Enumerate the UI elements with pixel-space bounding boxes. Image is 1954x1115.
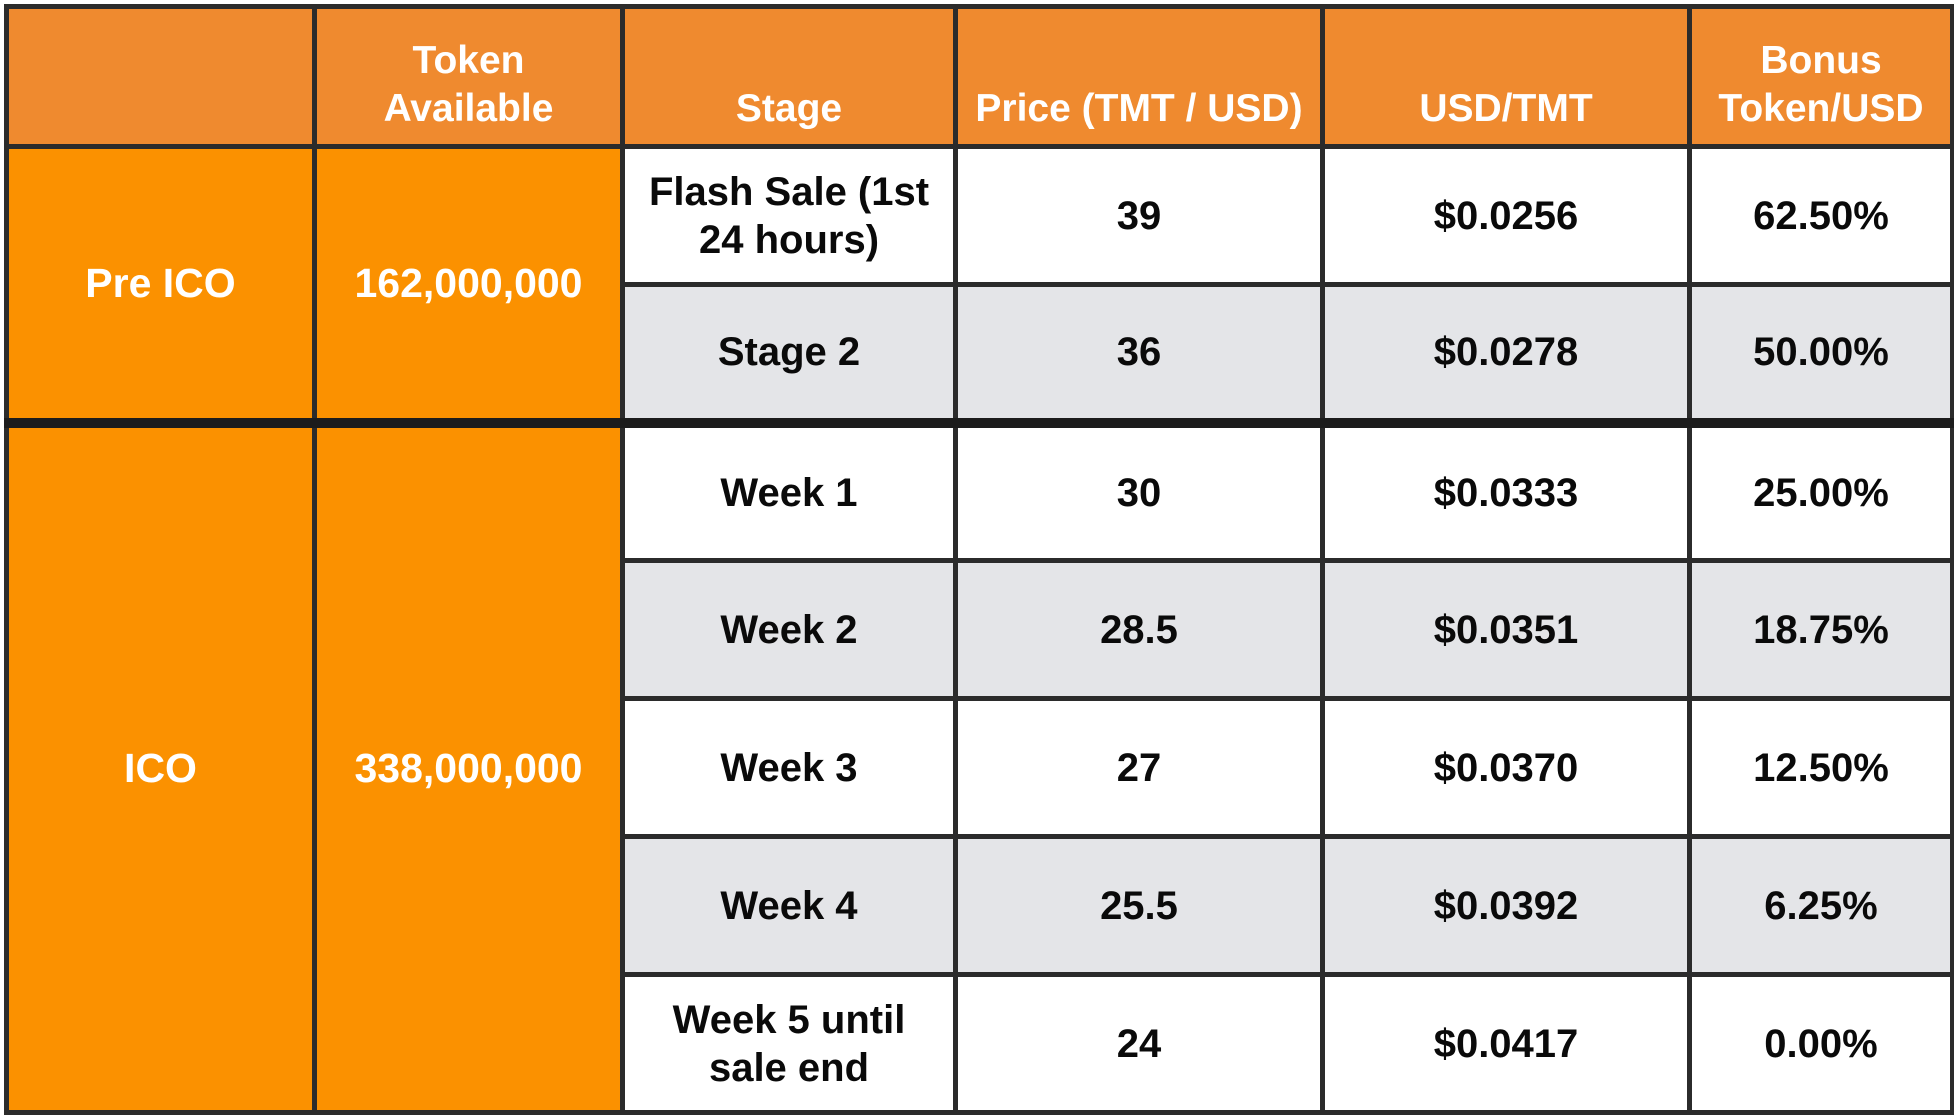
- table-row: Pre ICO 162,000,000 Flash Sale (1st 24 h…: [4, 144, 1954, 425]
- header-usd-tmt: USD/TMT: [1320, 4, 1692, 149]
- header-phase: [4, 4, 317, 149]
- price-cell: 27: [953, 696, 1325, 839]
- stage-cell: Week 3: [620, 696, 958, 839]
- price-cell: 30: [953, 417, 1325, 563]
- usd-cell: $0.0278: [1320, 282, 1692, 425]
- bonus-cell: 0.00%: [1687, 972, 1954, 1115]
- header-row: Token Available Stage Price (TMT / USD) …: [4, 4, 1954, 149]
- usd-cell: $0.0333: [1320, 417, 1692, 563]
- bonus-cell: 6.25%: [1687, 834, 1954, 977]
- bonus-cell: 50.00%: [1687, 282, 1954, 425]
- stage-cell: Week 1: [620, 417, 958, 563]
- table-row: Week 3 27 $0.0370 12.50%: [7, 696, 1954, 839]
- stage-cell: Week 2: [620, 558, 958, 701]
- table-row: Week 2 28.5 $0.0351 18.75%: [7, 558, 1954, 701]
- stage-cell: Week 4: [620, 834, 958, 977]
- phase-tokens-ico: 338,000,000: [312, 417, 625, 1115]
- ico-pricing-table: Token Available Stage Price (TMT / USD) …: [4, 4, 1954, 1115]
- header-stage: Stage: [620, 4, 958, 149]
- header-token-available: Token Available: [312, 4, 625, 149]
- price-cell: 39: [953, 144, 1325, 287]
- price-cell: 28.5: [953, 558, 1325, 701]
- table-row: ICO 338,000,000 Week 1 30 $0.0333 25.00%: [4, 417, 1954, 1115]
- bonus-cell: 62.50%: [1687, 144, 1954, 287]
- table-row: Stage 2 36 $0.0278 50.00%: [7, 282, 1954, 425]
- stage-cell: Week 5 until sale end: [620, 972, 958, 1115]
- usd-cell: $0.0256: [1320, 144, 1692, 287]
- bonus-cell: 25.00%: [1687, 417, 1954, 563]
- price-cell: 36: [953, 282, 1325, 425]
- usd-cell: $0.0417: [1320, 972, 1692, 1115]
- stage-cell: Stage 2: [620, 282, 958, 425]
- table-row: Week 5 until sale end 24 $0.0417 0.00%: [7, 972, 1954, 1115]
- usd-cell: $0.0392: [1320, 834, 1692, 977]
- usd-cell: $0.0351: [1320, 558, 1692, 701]
- phase-name-ico: ICO: [4, 417, 317, 1115]
- stage-cell: Flash Sale (1st 24 hours): [620, 144, 958, 287]
- table-row: Week 4 25.5 $0.0392 6.25%: [7, 834, 1954, 977]
- usd-cell: $0.0370: [1320, 696, 1692, 839]
- bonus-cell: 12.50%: [1687, 696, 1954, 839]
- phase-tokens-pre-ico: 162,000,000: [312, 144, 625, 425]
- price-cell: 24: [953, 972, 1325, 1115]
- phase-name-pre-ico: Pre ICO: [4, 144, 317, 425]
- header-price: Price (TMT / USD): [953, 4, 1325, 149]
- price-cell: 25.5: [953, 834, 1325, 977]
- header-bonus: Bonus Token/USD: [1687, 4, 1954, 149]
- bonus-cell: 18.75%: [1687, 558, 1954, 701]
